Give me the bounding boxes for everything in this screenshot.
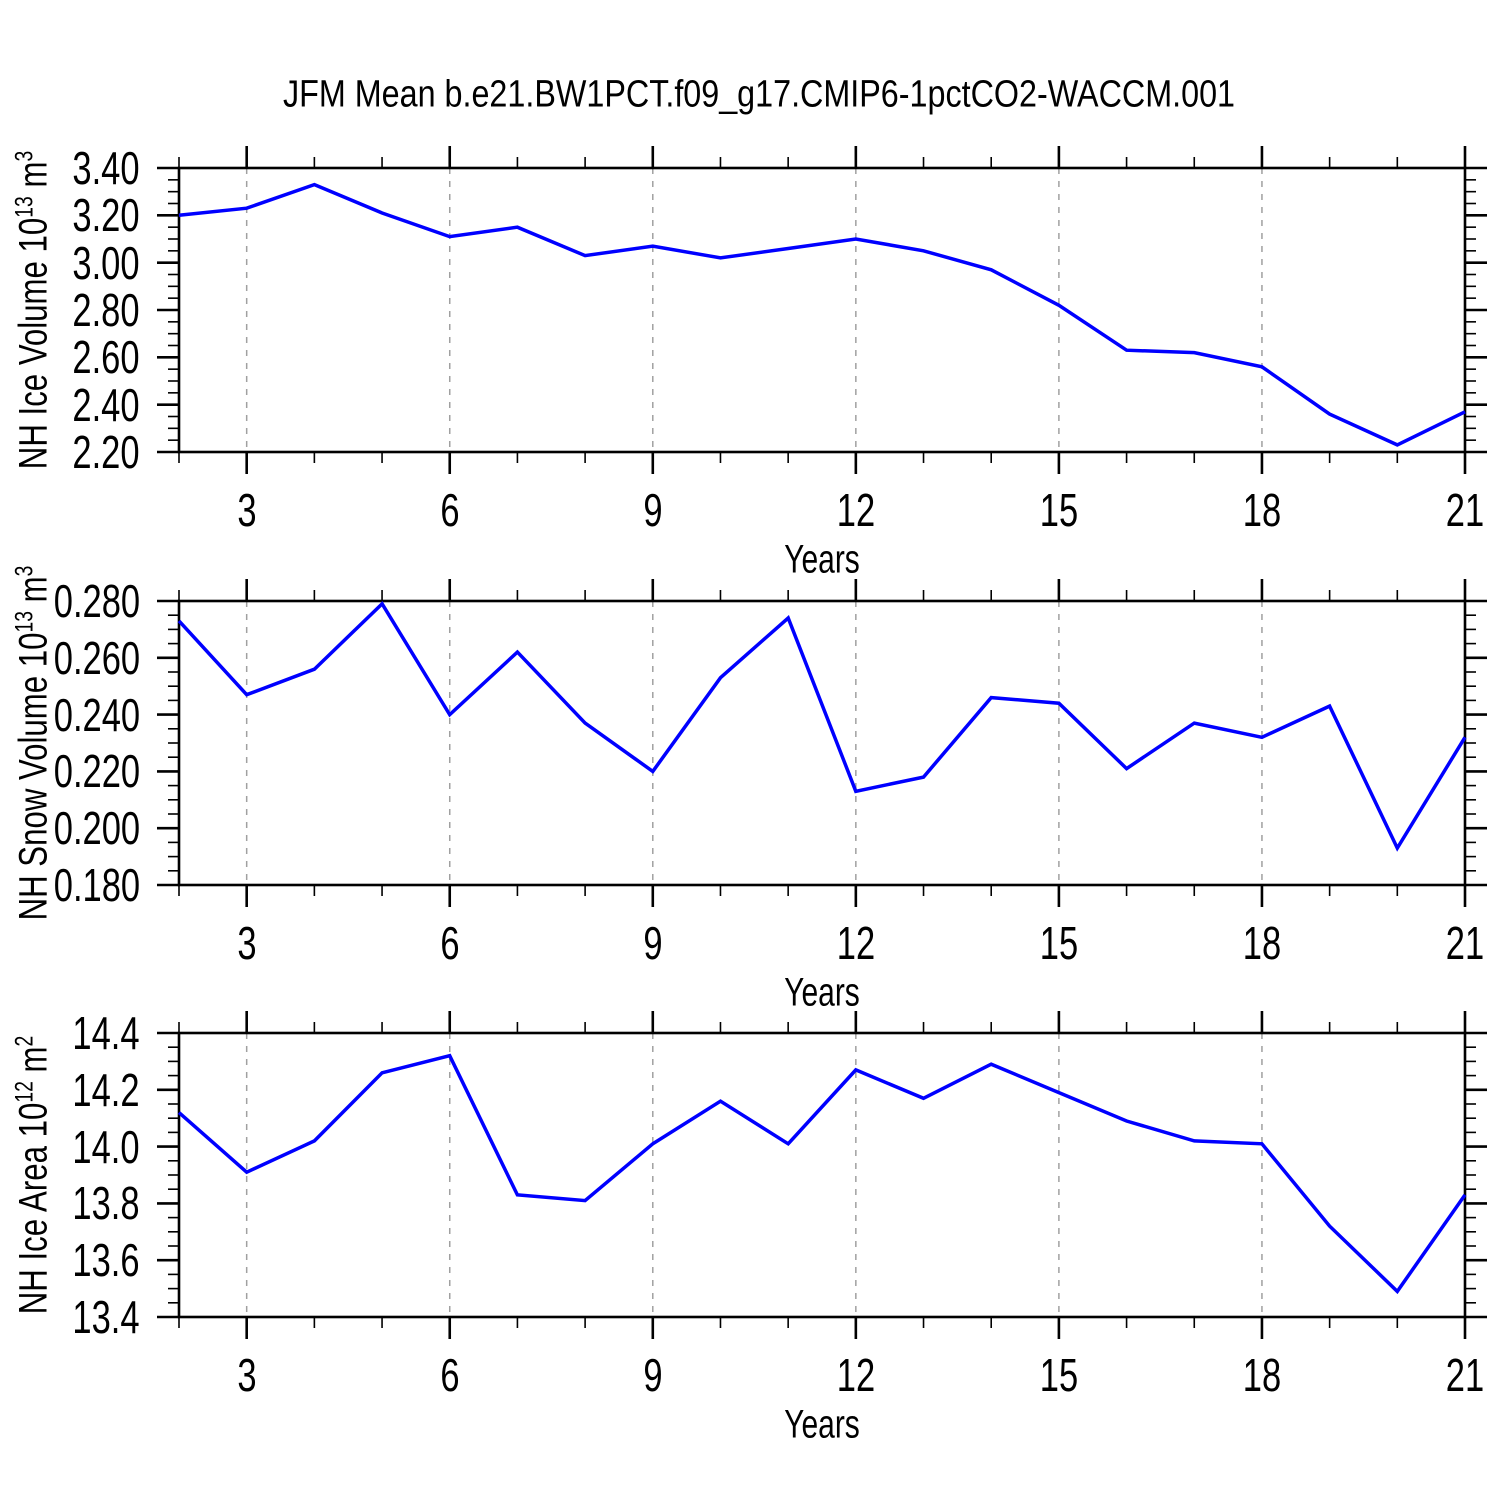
- ice-area-y-tick-label: 14.4: [72, 1007, 140, 1059]
- snow-volume-y-axis-title: NH Snow Volume 1013 m3: [12, 566, 57, 921]
- snow-volume-x-tick-label: 21: [1445, 917, 1485, 969]
- ice-area-y-tick-label: 13.4: [72, 1291, 140, 1343]
- y-axis-title-text: NH Snow Volume 10: [11, 632, 56, 921]
- ice-volume-x-tick-label: 9: [643, 484, 663, 536]
- y-axis-title-superscript: 13: [11, 196, 39, 218]
- ice-volume-x-tick-label: 21: [1445, 484, 1485, 536]
- ice-volume-y-axis-title: NH Ice Volume 1013 m3: [12, 151, 57, 469]
- snow-volume-data-line: [177, 601, 1467, 852]
- y-axis-title-superscript: 13: [11, 611, 39, 633]
- ice-area-x-axis-title: Years: [784, 1402, 860, 1447]
- ice-area-x-tick-label: 12: [836, 1349, 876, 1401]
- snow-volume-x-axis-title: Years: [784, 970, 860, 1015]
- snow-volume-y-tick-label: 0.260: [53, 631, 140, 684]
- y-axis-title-text: NH Ice Area 10: [11, 1102, 56, 1315]
- ice-area-data-line: [177, 1053, 1467, 1295]
- ice-volume-x-tick-label: 3: [237, 484, 257, 536]
- ice-volume-y-tick-label: 3.40: [72, 142, 140, 194]
- ice-volume-x-axis-title: Years: [784, 537, 860, 582]
- y-axis-title-superscript: 3: [11, 565, 39, 577]
- ice-area-y-tick-label: 14.0: [72, 1120, 140, 1173]
- snow-volume-y-tick-label: 0.220: [53, 745, 140, 798]
- ice-volume-y-tick-label: 2.40: [72, 378, 140, 431]
- snow-volume-x-tick-label: 6: [440, 917, 460, 969]
- snow-volume-y-tick-label: 0.240: [53, 688, 140, 741]
- snow-volume-y-tick-label: 0.180: [53, 859, 140, 911]
- ice-area-x-tick-label: 6: [440, 1349, 460, 1401]
- figure-title: JFM Mean b.e21.BW1PCT.f09_g17.CMIP6-1pct…: [283, 73, 1235, 116]
- snow-volume-x-tick-label: 12: [836, 917, 876, 969]
- snow-volume-x-tick-label: 9: [643, 917, 663, 969]
- ice-area-x-tick-label: 9: [643, 1349, 663, 1401]
- ice-area-y-tick-label: 14.2: [72, 1063, 140, 1116]
- ice-area-x-tick-label: 3: [237, 1349, 257, 1401]
- y-axis-title-superscript: 12: [11, 1081, 39, 1103]
- y-axis-title-text: NH Ice Volume 10: [11, 217, 56, 470]
- snow-volume-x-tick-label: 3: [237, 917, 257, 969]
- ice-area-y-tick-label: 13.8: [72, 1177, 140, 1230]
- y-axis-title-superscript: 2: [11, 1035, 39, 1047]
- ice-volume-y-tick-label: 3.00: [72, 236, 140, 289]
- ice-volume-plot-frame: [177, 166, 1467, 454]
- ice-volume-y-tick-label: 2.60: [72, 331, 140, 384]
- ice-area-x-tick-label: 15: [1039, 1349, 1079, 1401]
- y-axis-title-text: m: [11, 576, 56, 612]
- snow-volume-x-tick-label: 15: [1039, 917, 1079, 969]
- ice-area-plot-frame: [177, 1031, 1467, 1319]
- ice-area-y-axis-title: NH Ice Area 1012 m2: [12, 1036, 57, 1315]
- ice-volume-x-tick-label: 18: [1242, 484, 1282, 536]
- snow-volume-y-tick-label: 0.200: [53, 802, 140, 855]
- ice-volume-y-tick-label: 3.20: [72, 189, 140, 242]
- snow-volume-plot-frame: [177, 599, 1467, 887]
- ice-area-y-tick-label: 13.6: [72, 1234, 140, 1287]
- ice-volume-data-line: [178, 182, 1466, 447]
- ice-volume-y-tick-label: 2.20: [72, 426, 140, 478]
- snow-volume-x-tick-label: 18: [1242, 917, 1282, 969]
- ice-area-x-tick-label: 21: [1445, 1349, 1485, 1401]
- ice-volume-x-tick-label: 12: [836, 484, 876, 536]
- y-axis-title-text: m: [11, 161, 56, 197]
- ice-volume-y-tick-label: 2.80: [72, 284, 140, 336]
- y-axis-title-superscript: 3: [11, 150, 39, 162]
- snow-volume-y-tick-label: 0.280: [53, 575, 140, 627]
- ice-volume-x-tick-label: 15: [1039, 484, 1079, 536]
- y-axis-title-text: m: [11, 1046, 56, 1082]
- ice-area-x-tick-label: 18: [1242, 1349, 1282, 1401]
- ice-volume-x-tick-label: 6: [440, 484, 460, 536]
